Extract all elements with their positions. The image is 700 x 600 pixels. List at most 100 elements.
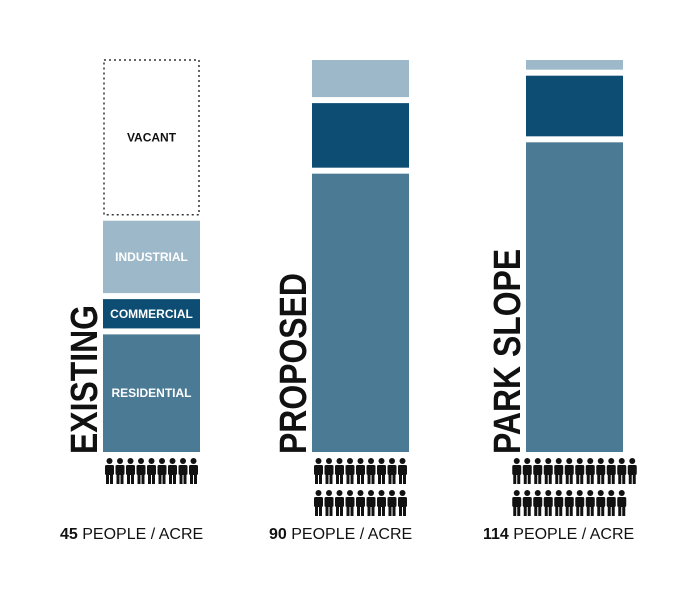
icon-head: [180, 458, 186, 464]
person-icon: [136, 458, 146, 484]
icon-leg: [162, 474, 166, 484]
icon-body: [324, 497, 334, 507]
person-icon: [554, 490, 564, 516]
person-icon: [522, 490, 532, 516]
icon-leg: [367, 474, 371, 484]
icon-leg: [190, 474, 193, 484]
person-icon: [168, 458, 177, 484]
icon-leg: [517, 474, 521, 484]
bar-segment: [103, 220, 200, 294]
people-icons: [512, 458, 637, 516]
icon-leg: [120, 474, 124, 484]
icon-body: [522, 497, 532, 507]
icon-leg: [523, 506, 527, 516]
icon-leg: [523, 474, 527, 484]
density-value: 114: [483, 526, 509, 543]
icon-leg: [315, 474, 318, 484]
icon-leg: [611, 506, 615, 516]
icon-leg: [565, 506, 569, 516]
bar-segment: [312, 103, 409, 168]
person-icon: [606, 458, 616, 484]
icon-body: [345, 465, 355, 475]
icon-head: [555, 458, 562, 464]
icon-head: [576, 490, 583, 496]
person-icon: [178, 458, 188, 484]
icon-leg: [607, 474, 611, 484]
person-icon: [617, 458, 627, 484]
person-icon: [596, 490, 606, 516]
bar-segment: [526, 60, 623, 70]
icon-leg: [346, 474, 350, 484]
icon-body: [533, 465, 543, 475]
icon-leg: [319, 474, 322, 484]
icon-head: [587, 458, 594, 464]
icon-leg: [329, 474, 333, 484]
person-icon: [314, 490, 323, 516]
icon-head: [315, 458, 322, 464]
icon-leg: [350, 474, 354, 484]
icon-leg: [388, 506, 392, 516]
icon-body: [554, 497, 564, 507]
icon-leg: [586, 506, 590, 516]
icon-body: [512, 497, 522, 507]
segment-label: INDUSTRIAL: [115, 250, 188, 264]
icon-leg: [601, 474, 605, 484]
person-icon: [314, 458, 323, 484]
bar-segment: [312, 60, 409, 98]
icon-body: [543, 465, 553, 475]
density-unit: PEOPLE / ACRE: [513, 526, 634, 543]
vacant-segment: [103, 59, 200, 216]
icon-leg: [569, 474, 573, 484]
icon-head: [378, 490, 385, 496]
icon-leg: [350, 506, 354, 516]
density-label: 45 PEOPLE / ACRE: [60, 526, 203, 543]
icon-body: [178, 465, 188, 475]
icon-leg: [576, 474, 580, 484]
icon-body: [606, 497, 616, 507]
icon-head: [587, 490, 594, 496]
person-icon: [324, 490, 334, 516]
bar-segment: [312, 173, 409, 452]
person-icon: [575, 490, 585, 516]
icon-leg: [325, 474, 329, 484]
icon-body: [115, 465, 125, 475]
icon-leg: [576, 506, 580, 516]
icon-body: [126, 465, 135, 475]
icon-head: [357, 458, 364, 464]
icon-body: [585, 497, 595, 507]
icon-leg: [315, 506, 318, 516]
icon-leg: [169, 474, 172, 484]
icon-body: [324, 465, 334, 475]
icon-leg: [340, 506, 343, 516]
icon-leg: [559, 506, 563, 516]
icon-body: [345, 497, 355, 507]
icon-head: [389, 490, 395, 496]
person-icon: [377, 490, 386, 516]
icon-body: [617, 465, 627, 475]
icon-head: [513, 458, 520, 464]
icon-body: [575, 465, 585, 475]
icon-body: [512, 465, 522, 475]
icon-head: [138, 458, 144, 464]
icon-leg: [601, 506, 605, 516]
icon-leg: [106, 474, 109, 484]
icon-leg: [137, 474, 141, 484]
icon-head: [524, 458, 531, 464]
icon-body: [147, 465, 156, 475]
icon-leg: [403, 506, 406, 516]
icon-leg: [597, 506, 601, 516]
person-icon: [533, 490, 543, 516]
icon-leg: [513, 474, 517, 484]
icon-leg: [141, 474, 145, 484]
icon-leg: [382, 474, 385, 484]
icon-body: [335, 497, 344, 507]
category-label: PROPOSED: [273, 273, 315, 454]
person-icon: [335, 458, 344, 484]
icon-head: [159, 458, 165, 464]
icon-leg: [361, 474, 364, 484]
person-icon: [512, 490, 522, 516]
icon-body: [585, 465, 595, 475]
person-icon: [324, 458, 334, 484]
icon-leg: [371, 474, 375, 484]
